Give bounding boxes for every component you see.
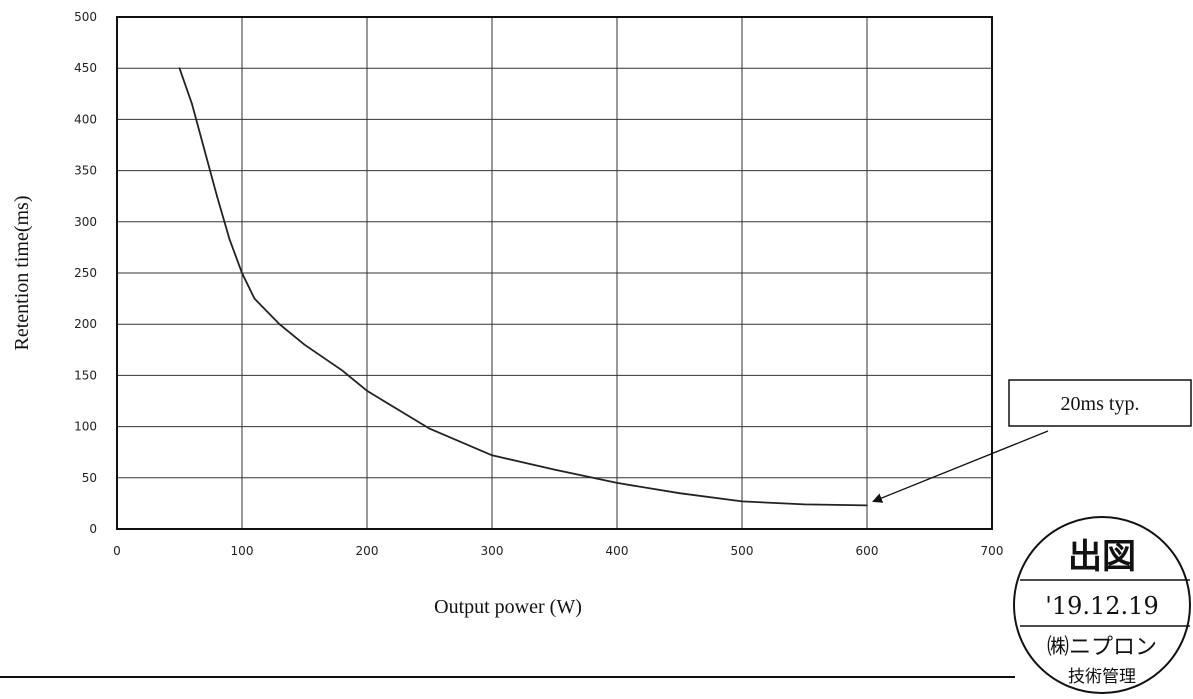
data-point: [228, 238, 231, 241]
data-point: [203, 149, 206, 151]
annotation-box: [1008, 379, 1192, 427]
y-tick-label: 0: [89, 522, 97, 536]
stamp-title: 出図: [1068, 537, 1136, 577]
x-tick-label: 200: [356, 544, 379, 558]
y-tick-label: 450: [74, 61, 97, 75]
annotation-label: 20ms typ.: [1061, 393, 1140, 415]
approval-stamp: 出図 '19.12.19 ㈱ニプロン 技術管理: [1013, 516, 1191, 694]
series-line: [178, 67, 868, 507]
y-tick-labels: 0 50 100 150 200 250 300 350 400 450 500: [74, 10, 97, 536]
y-tick-label: 150: [74, 368, 97, 382]
data-point: [241, 272, 243, 274]
data-point: [866, 504, 868, 507]
data-point: [553, 468, 556, 471]
data-point: [803, 503, 806, 506]
y-tick-label: 300: [74, 215, 97, 229]
stamp-date: '19.12.19: [1045, 592, 1158, 620]
data-point: [678, 492, 681, 494]
y-tick-label: 400: [74, 112, 97, 126]
x-tick-label: 300: [481, 544, 504, 558]
data-point: [741, 500, 743, 503]
x-tick-label: 100: [231, 544, 254, 558]
y-tick-label: 100: [74, 420, 97, 434]
x-axis-label: Output power (W): [434, 596, 582, 618]
data-point: [191, 103, 193, 105]
y-tick-label: 350: [74, 164, 97, 178]
data-point: [178, 67, 181, 69]
data-point: [278, 323, 281, 326]
data-point: [428, 427, 431, 430]
data-point: [491, 454, 493, 457]
x-tick-label: 500: [731, 544, 754, 558]
y-tick-label: 200: [74, 317, 97, 331]
y-axis-label: Retention time(ms): [11, 196, 33, 351]
data-point: [341, 369, 343, 372]
grid: [116, 16, 993, 530]
x-tick-labels: 0 100 200 300 400 500 600 700: [113, 544, 1003, 558]
data-point: [616, 482, 618, 484]
stamp-department: 技術管理: [1068, 667, 1136, 687]
annotation-arrow: [872, 430, 1049, 503]
x-tick-label: 600: [856, 544, 879, 558]
x-tick-label: 700: [981, 544, 1004, 558]
stamp-company: ㈱ニプロン: [1047, 635, 1157, 660]
stamp-circle: [1013, 516, 1191, 694]
data-point: [253, 297, 256, 300]
plot-frame: [116, 16, 993, 530]
y-tick-label: 500: [74, 10, 97, 24]
y-tick-label: 250: [74, 266, 97, 280]
data-point: [303, 343, 306, 346]
y-tick-label: 50: [82, 471, 97, 485]
data-points: [178, 67, 868, 507]
data-point: [216, 195, 218, 197]
data-point: [366, 389, 368, 392]
x-tick-label: 400: [606, 544, 629, 558]
x-tick-label: 0: [113, 544, 121, 558]
